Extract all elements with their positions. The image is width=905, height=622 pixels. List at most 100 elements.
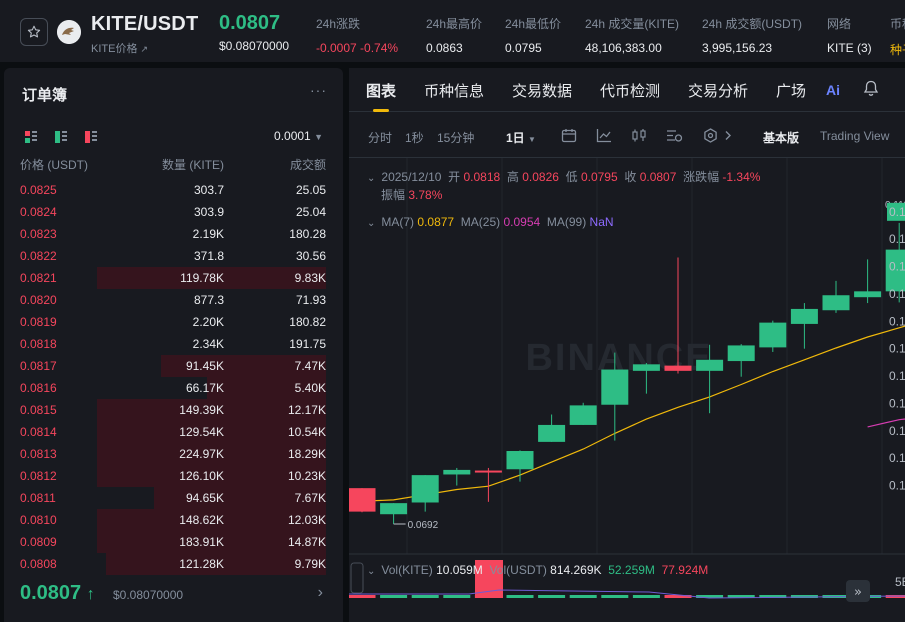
low-value: 0.0795	[580, 170, 618, 184]
ask-row[interactable]: 0.0821 119.78K 9.83K	[4, 267, 343, 289]
ask-total: 71.93	[295, 293, 326, 307]
view-tradingview[interactable]: Trading View	[820, 129, 890, 143]
volume-bar	[538, 595, 566, 598]
chevron-right-icon[interactable]	[724, 128, 732, 148]
interval-1s[interactable]: 1秒	[405, 131, 424, 145]
interval-1d-label: 1日	[506, 131, 525, 145]
chevron-right-icon[interactable]: ›	[317, 584, 323, 601]
ask-total: 180.82	[289, 315, 326, 329]
ask-qty: 119.78K	[180, 271, 224, 285]
volume-ma-line	[349, 589, 905, 599]
volume-bar	[664, 595, 692, 598]
tick-size-select[interactable]: 0.0001 ▼	[274, 129, 323, 143]
ask-row[interactable]: 0.0811 94.65K 7.67K	[4, 487, 343, 509]
collapse-caret-icon[interactable]: ⌄	[367, 218, 376, 229]
ask-price: 0.0819	[20, 315, 57, 329]
bell-icon[interactable]	[863, 80, 879, 102]
chart-type-icon[interactable]	[596, 128, 612, 148]
stat-network[interactable]: 网络 KITE (3)	[827, 15, 872, 55]
ask-row[interactable]: 0.0810 148.62K 12.03K	[4, 509, 343, 531]
ask-row[interactable]: 0.0825 303.7 25.05	[4, 179, 343, 201]
ask-price: 0.0813	[20, 447, 57, 461]
bids-only-icon[interactable]	[54, 130, 68, 144]
ask-row[interactable]: 0.0824 303.9 25.04	[4, 201, 343, 223]
settings-icon[interactable]	[703, 128, 718, 148]
ask-total: 14.87K	[287, 535, 326, 549]
tab-chart[interactable]: 图表	[366, 83, 397, 100]
view-basic[interactable]: 基本版	[763, 131, 800, 145]
tab-trading-data[interactable]: 交易数据	[512, 83, 573, 100]
candles-icon[interactable]	[631, 128, 647, 148]
volume-bar	[632, 595, 660, 598]
ask-qty: 303.7	[193, 183, 224, 197]
collapse-caret-icon[interactable]: ⌄	[367, 173, 376, 184]
chart-toolbar: 分时 1秒 15分钟 1日 ▼ 基本版 Trading View	[349, 113, 905, 158]
candle-body	[696, 359, 724, 371]
ask-qty: 183.91K	[179, 535, 224, 549]
indicators-icon[interactable]	[666, 128, 683, 148]
interval-15m[interactable]: 15分钟	[437, 131, 475, 145]
tab-square[interactable]: 广场	[776, 83, 807, 100]
ask-price: 0.0808	[20, 557, 57, 571]
ask-row[interactable]: 0.0820 877.3 71.93	[4, 289, 343, 311]
volume-bar	[569, 595, 597, 598]
ask-row[interactable]: 0.0823 2.19K 180.28	[4, 223, 343, 245]
last-price-tag	[887, 202, 905, 221]
order-book-title: 订单簿	[22, 87, 68, 104]
ask-row[interactable]: 0.0814 129.54K 10.54K	[4, 421, 343, 443]
candle-body	[727, 345, 755, 362]
kline-chart[interactable]: BINANCE0.11830.06920.10.10.10.10.10.10.1…	[349, 158, 905, 622]
tab-trade-analysis[interactable]: 交易分析	[688, 83, 749, 100]
volume-bar	[411, 595, 439, 598]
y-axis-label: 0.1	[889, 314, 905, 328]
ask-total: 10.23K	[287, 469, 326, 483]
ask-total: 25.05	[295, 183, 326, 197]
ask-price: 0.0818	[20, 337, 57, 351]
col-price: 价格 (USDT)	[20, 158, 88, 172]
ask-qty: 121.28K	[179, 557, 224, 571]
ask-qty: 371.8	[193, 249, 224, 263]
double-chevron-icon: »	[854, 585, 862, 600]
tab-coin-info[interactable]: 币种信息	[424, 83, 485, 100]
more-options-icon[interactable]: ···	[310, 82, 327, 98]
ma25-line	[867, 414, 905, 428]
tab-token-check[interactable]: 代币检测	[600, 83, 661, 100]
volume-bar	[696, 595, 724, 598]
stat-value: 种子	[890, 43, 905, 57]
ask-row[interactable]: 0.0819 2.20K 180.82	[4, 311, 343, 333]
ask-total: 7.47K	[294, 359, 326, 373]
ai-button[interactable]: Ai	[826, 82, 840, 98]
price-info-link[interactable]: KITE价格 ↗	[91, 40, 148, 56]
collapse-caret-icon[interactable]: ⌄	[367, 566, 376, 577]
ask-row[interactable]: 0.0813 224.97K 18.29K	[4, 443, 343, 465]
ask-total: 7.67K	[294, 491, 326, 505]
ask-row[interactable]: 0.0809 183.91K 14.87K	[4, 531, 343, 553]
ask-row[interactable]: 0.0816 66.17K 5.40K	[4, 377, 343, 399]
depth-bar	[106, 553, 326, 575]
active-tab-indicator	[373, 109, 389, 112]
asks-only-icon[interactable]	[84, 130, 98, 144]
favorite-button[interactable]	[20, 18, 48, 46]
ask-row[interactable]: 0.0812 126.10K 10.23K	[4, 465, 343, 487]
both-sides-icon[interactable]	[24, 130, 38, 144]
ask-row[interactable]: 0.0808 121.28K 9.79K	[4, 553, 343, 575]
ask-price: 0.0820	[20, 293, 57, 307]
last-price-usd: $0.08070000	[219, 39, 290, 53]
calendar-icon[interactable]	[561, 128, 577, 148]
ask-price: 0.0811	[20, 491, 56, 505]
ma-readout: ⌄ MA(7) 0.0877 MA(25) 0.0954 MA(99) NaN	[367, 215, 614, 229]
stat-24h-high: 24h最高价 0.0863	[426, 15, 482, 55]
order-book-header: 价格 (USDT) 数量 (KITE) 成交额	[4, 156, 343, 172]
ask-row[interactable]: 0.0817 91.45K 7.47K	[4, 355, 343, 377]
ask-row[interactable]: 0.0815 149.39K 12.17K	[4, 399, 343, 421]
stat-24h-turnover: 24h 成交额(USDT) 3,995,156.23	[702, 15, 802, 55]
ask-row[interactable]: 0.0822 371.8 30.56	[4, 245, 343, 267]
open-label: 开	[448, 170, 461, 184]
chart-panel: 图表 币种信息 交易数据 代币检测 交易分析 广场 Ai 分时 1秒 15分钟 …	[349, 68, 905, 622]
ask-total: 9.79K	[294, 557, 326, 571]
stat-value: KITE (3)	[827, 41, 872, 55]
interval-1d[interactable]: 1日 ▼	[506, 129, 536, 146]
ask-row[interactable]: 0.0818 2.34K 191.75	[4, 333, 343, 355]
ask-price: 0.0823	[20, 227, 57, 241]
interval-line[interactable]: 分时	[368, 131, 393, 145]
